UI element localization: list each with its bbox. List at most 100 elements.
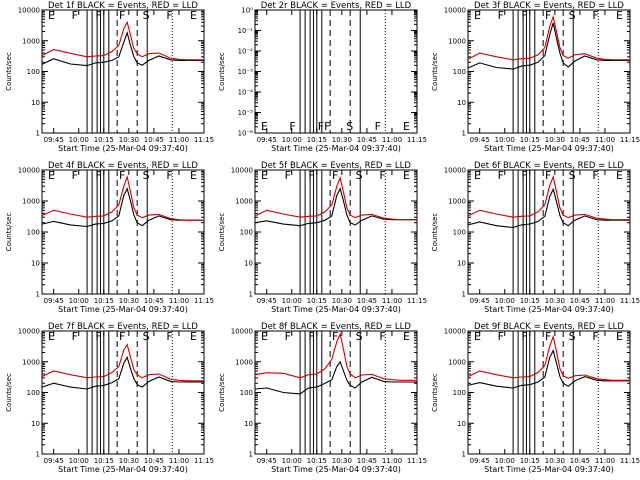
y-tick-label: 1 xyxy=(462,130,466,138)
y-tick-label: 10000 xyxy=(444,328,466,336)
series-lld-line xyxy=(41,20,204,61)
series-lld-line xyxy=(467,334,630,381)
y-tick-label: 10⁻⁵ xyxy=(238,109,254,117)
panel-title: Det 2r BLACK = Events, RED = LLD xyxy=(261,1,412,11)
x-tick-label: 10:00 xyxy=(69,136,89,144)
x-tick-label: 10:15 xyxy=(94,457,114,465)
x-tick-label: 11:00 xyxy=(382,297,402,305)
segment-letter: S xyxy=(143,9,150,22)
y-tick-label: 10 xyxy=(31,99,40,107)
x-tick-label: 11:15 xyxy=(194,297,214,305)
x-tick-label: 11:00 xyxy=(382,457,402,465)
series-events-line xyxy=(254,187,417,227)
segment-letter: S xyxy=(143,169,150,182)
y-tick-label: 1000 xyxy=(448,198,466,206)
segment-letter: F xyxy=(545,9,551,22)
segment-letter: E xyxy=(403,120,410,133)
x-axis-label: Start Time (25-Mar-04 09:37:40) xyxy=(58,144,188,153)
segment-letter: F xyxy=(289,120,295,133)
segment-letter: E xyxy=(474,9,481,22)
x-tick-label: 09:45 xyxy=(470,297,490,305)
x-tick-label: 09:45 xyxy=(470,136,490,144)
y-tick-label: 10000 xyxy=(18,167,40,175)
x-tick-label: 10:45 xyxy=(357,457,377,465)
y-tick-label: 1000 xyxy=(448,358,466,366)
segment-letter: F xyxy=(308,169,314,182)
x-tick-label: 09:45 xyxy=(44,457,64,465)
segment-letter: F xyxy=(521,330,527,343)
series-lld-line xyxy=(41,343,204,382)
segment-letter: S xyxy=(356,330,363,343)
x-tick-label: 11:00 xyxy=(169,297,189,305)
y-tick-label: 100 xyxy=(27,68,40,76)
x-tick-label: 10:15 xyxy=(307,297,327,305)
x-tick-label: 11:00 xyxy=(595,297,615,305)
segment-letter: F xyxy=(308,330,314,343)
y-tick-label: 1000 xyxy=(22,198,40,206)
segment-letter: F xyxy=(95,9,101,22)
y-tick-label: 100 xyxy=(453,68,466,76)
panel-title: Det 6f BLACK = Events, RED = LLD xyxy=(474,161,624,171)
segment-letter: E xyxy=(474,169,481,182)
segment-letter: F xyxy=(119,9,125,22)
y-tick-label: 1000 xyxy=(22,37,40,45)
segment-letter: E xyxy=(403,330,410,343)
panel-title: Det 4f BLACK = Events, RED = LLD xyxy=(48,161,198,171)
panel-title: Det 5f BLACK = Events, RED = LLD xyxy=(261,161,411,171)
x-tick-label: 10:00 xyxy=(282,136,302,144)
x-tick-label: 10:45 xyxy=(357,136,377,144)
x-tick-label: 09:45 xyxy=(257,136,277,144)
x-tick-label: 10:15 xyxy=(94,136,114,144)
segment-letter: F xyxy=(72,330,78,343)
x-tick-label: 10:00 xyxy=(282,457,302,465)
plot-frame xyxy=(254,330,418,455)
y-axis-label: Counts/sec xyxy=(431,213,439,252)
y-axis-label: Counts/sec xyxy=(218,373,226,412)
x-tick-label: 10:45 xyxy=(144,297,164,305)
segment-letter: F xyxy=(119,169,125,182)
segment-letter: E xyxy=(190,169,197,182)
segment-letter: F xyxy=(72,9,78,22)
x-axis-label: Start Time (25-Mar-04 09:37:40) xyxy=(484,144,614,153)
segment-letter: E xyxy=(261,169,268,182)
x-tick-label: 09:45 xyxy=(44,136,64,144)
series-events-line xyxy=(41,31,204,67)
segment-letter: E xyxy=(48,169,55,182)
y-tick-label: 1000 xyxy=(235,198,253,206)
x-tick-label: 11:00 xyxy=(595,136,615,144)
y-tick-label: 1 xyxy=(36,130,40,138)
y-tick-label: 10 xyxy=(31,420,40,428)
y-tick-label: 10 xyxy=(31,260,40,268)
series-events-line xyxy=(41,355,204,390)
x-tick-label: 10:15 xyxy=(520,457,540,465)
y-tick-label: 10⁻² xyxy=(238,48,254,56)
x-tick-label: 11:15 xyxy=(407,136,427,144)
segment-letter: E xyxy=(48,330,55,343)
y-tick-label: 1 xyxy=(249,451,253,459)
x-tick-label: 10:45 xyxy=(570,136,590,144)
y-tick-label: 100 xyxy=(240,389,253,397)
x-tick-label: 11:00 xyxy=(169,457,189,465)
series-events-line xyxy=(467,187,630,229)
x-tick-label: 09:45 xyxy=(470,457,490,465)
x-tick-label: 11:15 xyxy=(620,457,640,465)
x-axis-label: Start Time (25-Mar-04 09:37:40) xyxy=(58,305,188,314)
x-tick-label: 10:30 xyxy=(545,136,565,144)
x-tick-label: 10:30 xyxy=(545,297,565,305)
x-tick-label: 11:15 xyxy=(194,136,214,144)
y-tick-label: 100 xyxy=(453,229,466,237)
segment-letter: F xyxy=(521,9,527,22)
segment-letter: S xyxy=(143,330,150,343)
x-tick-label: 10:00 xyxy=(69,297,89,305)
segment-letter: E xyxy=(190,9,197,22)
y-tick-label: 1 xyxy=(36,291,40,299)
x-tick-label: 10:45 xyxy=(144,457,164,465)
y-tick-label: 100 xyxy=(240,229,253,237)
